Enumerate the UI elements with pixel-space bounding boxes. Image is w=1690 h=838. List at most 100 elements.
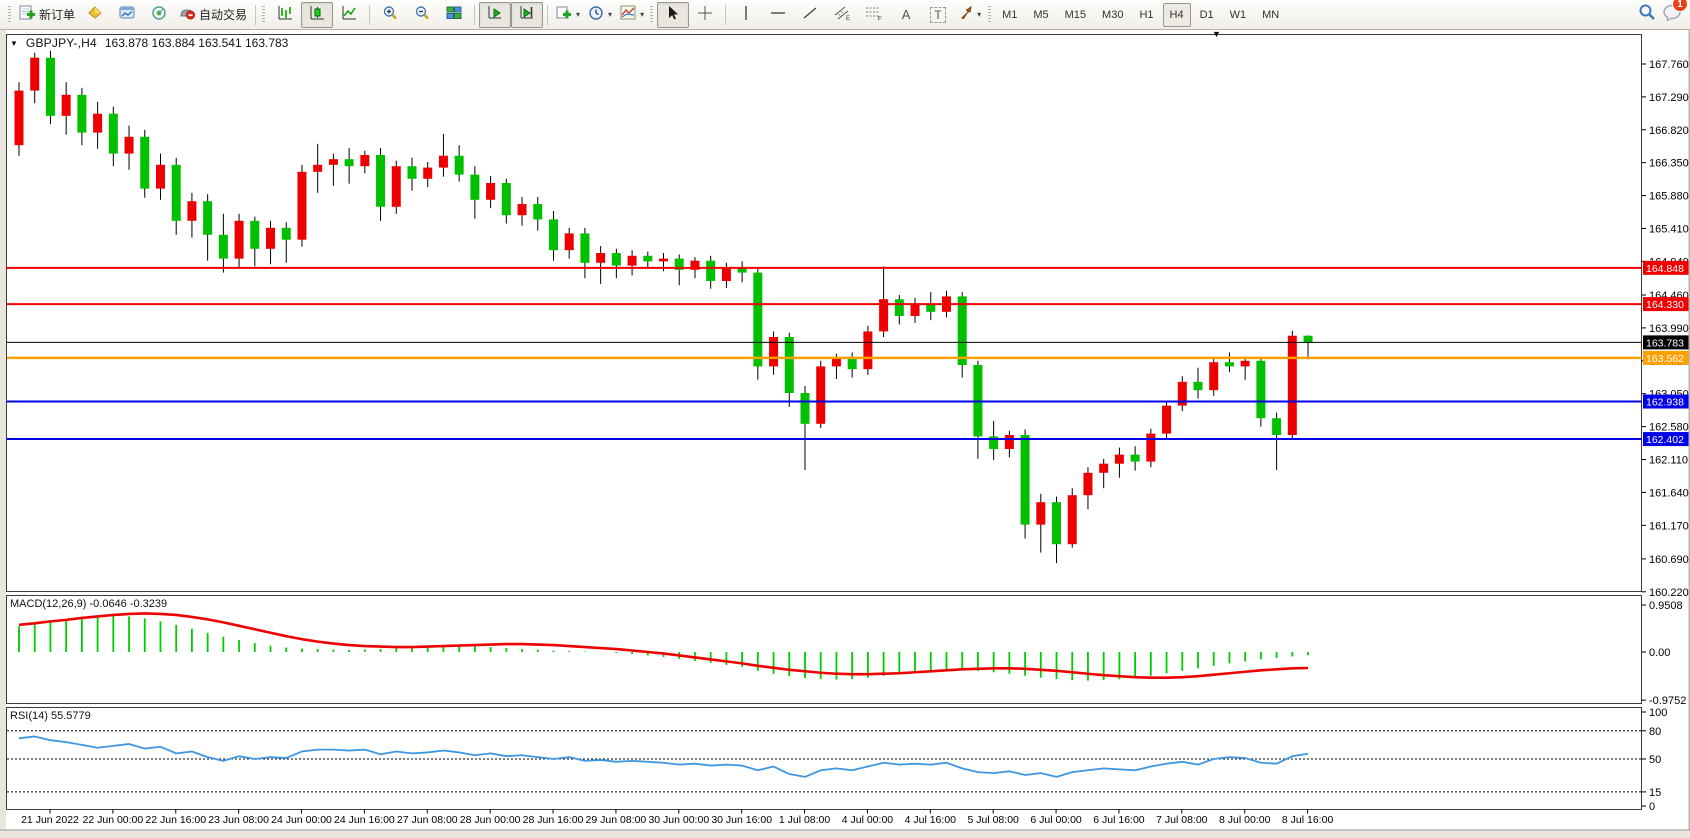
candle-body xyxy=(879,299,889,332)
toolbar-grip[interactable] xyxy=(262,5,266,24)
arrows-icon xyxy=(959,5,973,24)
arrows-dropdown[interactable]: ▾ xyxy=(954,2,986,28)
candle-body xyxy=(816,366,826,424)
fibonacci-tool[interactable]: F xyxy=(858,2,890,28)
svg-text:8 Jul 00:00: 8 Jul 00:00 xyxy=(1219,814,1271,826)
chart-dropdown-icon[interactable]: ▼ xyxy=(10,38,18,48)
new-chart-button[interactable] xyxy=(111,2,143,28)
toolbar-grip[interactable] xyxy=(988,5,992,24)
price-axis[interactable] xyxy=(1641,35,1688,809)
main-price-chart-area[interactable] xyxy=(7,35,1641,591)
candle-body xyxy=(784,337,794,393)
svg-text:28 Jun 00:00: 28 Jun 00:00 xyxy=(460,814,521,826)
timeframe-m5[interactable]: M5 xyxy=(1033,8,1049,21)
svg-text:6 Jul 16:00: 6 Jul 16:00 xyxy=(1093,814,1145,826)
text-tool[interactable]: A xyxy=(890,2,922,28)
timeframe-m15[interactable]: M15 xyxy=(1064,8,1087,21)
svg-text:30 Jun 16:00: 30 Jun 16:00 xyxy=(711,814,772,826)
bar-chart-button[interactable] xyxy=(269,2,301,28)
timeframe-h4[interactable]: H4 xyxy=(1162,2,1191,27)
line-chart-button[interactable] xyxy=(333,2,365,28)
indicators-dropdown[interactable]: ▾ xyxy=(616,2,648,28)
candle-body xyxy=(124,136,134,154)
navigator-button[interactable] xyxy=(143,2,175,28)
notifications-button[interactable]: 1 xyxy=(1662,0,1688,26)
svg-text:6 Jul 00:00: 6 Jul 00:00 xyxy=(1030,814,1082,826)
horizontal-line-tool[interactable] xyxy=(762,2,794,28)
toolbar-separator xyxy=(547,4,549,25)
candle-body xyxy=(1099,463,1109,473)
macd-indicator-panel[interactable] xyxy=(7,597,1641,703)
market-depth-button[interactable] xyxy=(79,2,111,28)
text-tool-icon: A xyxy=(901,7,911,22)
candle-body xyxy=(266,227,276,249)
candlestick-chart-button[interactable] xyxy=(301,1,334,28)
toolbar-grip[interactable] xyxy=(650,5,654,24)
period-dropdown[interactable]: ▾ xyxy=(584,2,616,28)
timeframe-mn[interactable]: MN xyxy=(1262,8,1280,21)
candle-body xyxy=(1287,335,1297,435)
candle-body xyxy=(45,57,55,116)
tile-windows-button[interactable] xyxy=(438,2,470,28)
toolbar-separator xyxy=(725,4,727,25)
svg-text:22 Jun 16:00: 22 Jun 16:00 xyxy=(145,814,206,826)
candle-body xyxy=(1256,360,1266,419)
svg-text:162.938: 162.938 xyxy=(1646,397,1684,409)
vertical-line-tool[interactable] xyxy=(730,2,762,28)
new-chart-dropdown[interactable]: ▾ xyxy=(552,2,584,28)
toolbar-grip[interactable] xyxy=(8,5,11,24)
candle-body xyxy=(140,136,150,189)
zoom-out-icon xyxy=(414,5,431,24)
text-label-tool[interactable]: T xyxy=(922,2,954,28)
candle-body xyxy=(250,220,260,249)
rsi-line xyxy=(18,735,1309,778)
yellow-gem-icon xyxy=(87,5,103,24)
chart-ohlc-values: 163.878 163.884 163.541 163.783 xyxy=(104,36,289,50)
candle-body xyxy=(989,436,999,449)
timeframe-m1[interactable]: M1 xyxy=(1002,8,1018,21)
candle-body xyxy=(580,233,590,263)
autotrading-button[interactable]: 自动交易 xyxy=(175,2,251,28)
svg-text:24 Jun 16:00: 24 Jun 16:00 xyxy=(334,814,395,826)
crosshair-tool-button[interactable] xyxy=(689,2,721,28)
chart-title-bar[interactable]: ▼ GBPJPY-,H4 163.878 163.884 163.541 163… xyxy=(10,36,288,50)
svg-text:24 Jun 00:00: 24 Jun 00:00 xyxy=(271,814,332,826)
equidistant-channel-tool[interactable]: E xyxy=(826,2,858,28)
search-icon[interactable] xyxy=(1638,3,1656,26)
svg-text:160.690: 160.690 xyxy=(1649,554,1689,566)
svg-text:29 Jun 08:00: 29 Jun 08:00 xyxy=(586,814,647,826)
candle-body xyxy=(1162,405,1172,434)
candle-body xyxy=(281,227,291,240)
auto-scroll-button[interactable] xyxy=(479,1,512,28)
timeframe-d1[interactable]: D1 xyxy=(1199,8,1214,21)
candle-body xyxy=(1052,502,1062,545)
candle-body xyxy=(1004,435,1014,449)
timeframe-w1[interactable]: W1 xyxy=(1229,8,1247,21)
zoom-in-button[interactable] xyxy=(374,2,406,28)
svg-text:7 Jul 08:00: 7 Jul 08:00 xyxy=(1156,814,1208,826)
chart-window-icon xyxy=(119,5,135,24)
svg-text:160.220: 160.220 xyxy=(1649,587,1689,599)
trendline-tool[interactable] xyxy=(794,2,826,28)
toolbar-separator xyxy=(255,4,257,25)
candle-body xyxy=(800,393,810,424)
candle-body xyxy=(894,299,904,316)
window-menu-arrow-icon[interactable]: ▼ xyxy=(1212,29,1221,39)
new-order-button[interactable]: 新订单 xyxy=(15,2,79,28)
line-chart-icon xyxy=(341,5,357,24)
chart-shift-button[interactable] xyxy=(511,1,544,28)
timeframe-h1[interactable]: H1 xyxy=(1139,8,1154,21)
rsi-indicator-panel[interactable] xyxy=(7,707,1641,809)
cursor-tool-button[interactable] xyxy=(657,1,690,28)
svg-text:163.990: 163.990 xyxy=(1649,323,1689,335)
time-axis[interactable] xyxy=(7,810,1641,828)
zoom-out-button[interactable] xyxy=(406,2,438,28)
candle-body xyxy=(155,164,165,189)
candle-body xyxy=(737,267,747,273)
candle-body xyxy=(187,201,197,221)
candle-body xyxy=(1193,381,1203,391)
svg-text:165.410: 165.410 xyxy=(1649,224,1689,236)
candle-body xyxy=(706,260,716,281)
timeframe-m30[interactable]: M30 xyxy=(1102,8,1124,21)
